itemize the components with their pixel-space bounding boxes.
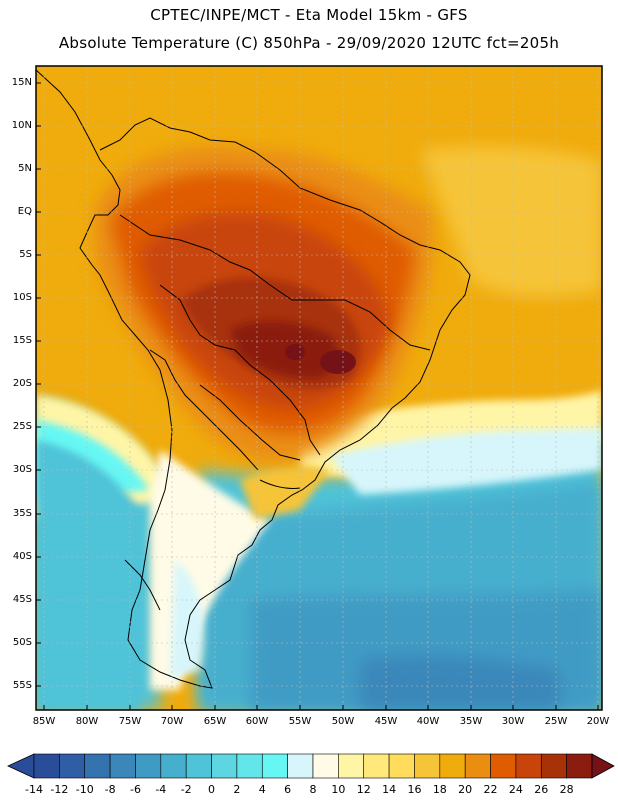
colorbar-tick-label: 4: [258, 783, 266, 796]
colorbar-cell: [33, 753, 60, 779]
lat-label: 15S: [12, 335, 32, 346]
colorbar-tick-label: 8: [309, 783, 317, 796]
colorbar-cell: [338, 753, 365, 779]
colorbar-cell: [312, 753, 339, 779]
lon-label: 70W: [160, 716, 184, 727]
colorbar-cell: [211, 753, 238, 779]
lon-label: 60W: [245, 716, 269, 727]
colorbar-cell: [566, 753, 593, 779]
lon-label: 85W: [32, 716, 56, 727]
lon-label: 55W: [288, 716, 312, 727]
colorbar-tick-label: 0: [208, 783, 216, 796]
lat-label: 25S: [12, 421, 32, 432]
colorbar-cell: [515, 753, 542, 779]
colorbar-cell: [236, 753, 263, 779]
colorbar-tick-label: 20: [458, 783, 473, 796]
lon-label: 35W: [459, 716, 483, 727]
lat-label: 55S: [12, 680, 32, 691]
lat-label: 15N: [11, 77, 32, 88]
colorbar-tick-label: 28: [559, 783, 574, 796]
lon-label: 20W: [586, 716, 610, 727]
colorbar-tick-label: 14: [382, 783, 397, 796]
lat-label: 20S: [12, 378, 32, 389]
colorbar-tick-label: 18: [432, 783, 447, 796]
lat-label: 10N: [11, 120, 32, 131]
colorbar-cell: [388, 753, 415, 779]
lat-label: 30S: [12, 464, 32, 475]
colorbar-tick-label: 6: [284, 783, 292, 796]
lon-label: 25W: [544, 716, 568, 727]
colorbar-tick-label: -14: [25, 783, 43, 796]
colorbar-tick-label: 26: [534, 783, 549, 796]
lon-label: 45W: [374, 716, 398, 727]
lat-label: 35S: [12, 508, 32, 519]
colorbar-tick-label: 10: [331, 783, 346, 796]
colorbar-tick-label: 12: [356, 783, 371, 796]
colorbar-cell: [363, 753, 390, 779]
colorbar-cell: [135, 753, 162, 779]
lat-label: 5S: [19, 249, 32, 260]
colorbar-tick-label: -2: [180, 783, 192, 796]
colorbar-cell: [414, 753, 441, 779]
colorbar-cell: [109, 753, 136, 779]
lon-label: 30W: [501, 716, 525, 727]
map-title: CPTEC/INPE/MCT - Eta Model 15km - GFS: [150, 6, 468, 24]
colorbar: [7, 753, 615, 779]
colorbar-arrow-right: [591, 753, 615, 779]
colorbar-tick-label: -8: [104, 783, 116, 796]
colorbar-cell: [84, 753, 111, 779]
colorbar-tick-label: -10: [75, 783, 94, 796]
colorbar-cell: [490, 753, 517, 779]
colorbar-cell: [160, 753, 187, 779]
axis-ticks: [36, 82, 599, 710]
lat-label: 40S: [12, 551, 32, 562]
colorbar-cell: [287, 753, 314, 779]
graticule: [36, 66, 602, 710]
colorbar-tick-label: -12: [50, 783, 69, 796]
coastline: [36, 69, 471, 689]
lat-label: 45S: [12, 594, 32, 605]
colorbar-arrow-left: [7, 753, 35, 779]
colorbar-tick-label: 22: [483, 783, 498, 796]
lon-label: 80W: [75, 716, 99, 727]
colorbar-cell: [464, 753, 491, 779]
colorbar-tick-label: -4: [155, 783, 167, 796]
map-subtitle: Absolute Temperature (C) 850hPa - 29/09/…: [58, 34, 560, 52]
colorbar-cell: [261, 753, 288, 779]
map-frame: [35, 65, 603, 711]
colorbar-tick-label: 24: [508, 783, 523, 796]
colorbar-cell: [59, 753, 86, 779]
colorbar-tick-label: 16: [407, 783, 422, 796]
colorbar-cell: [540, 753, 567, 779]
lat-label: 5N: [18, 163, 32, 174]
lon-label: 65W: [203, 716, 227, 727]
lon-label: 75W: [118, 716, 142, 727]
lon-label: 50W: [331, 716, 355, 727]
lon-label: 40W: [416, 716, 440, 727]
lat-label: 50S: [12, 637, 32, 648]
colorbar-cell: [439, 753, 466, 779]
temperature-field: [36, 66, 602, 710]
lat-label: 10S: [12, 292, 32, 303]
lat-label: EQ: [17, 206, 32, 217]
colorbar-tick-label: 2: [233, 783, 241, 796]
colorbar-cell: [185, 753, 212, 779]
colorbar-tick-label: -6: [129, 783, 141, 796]
